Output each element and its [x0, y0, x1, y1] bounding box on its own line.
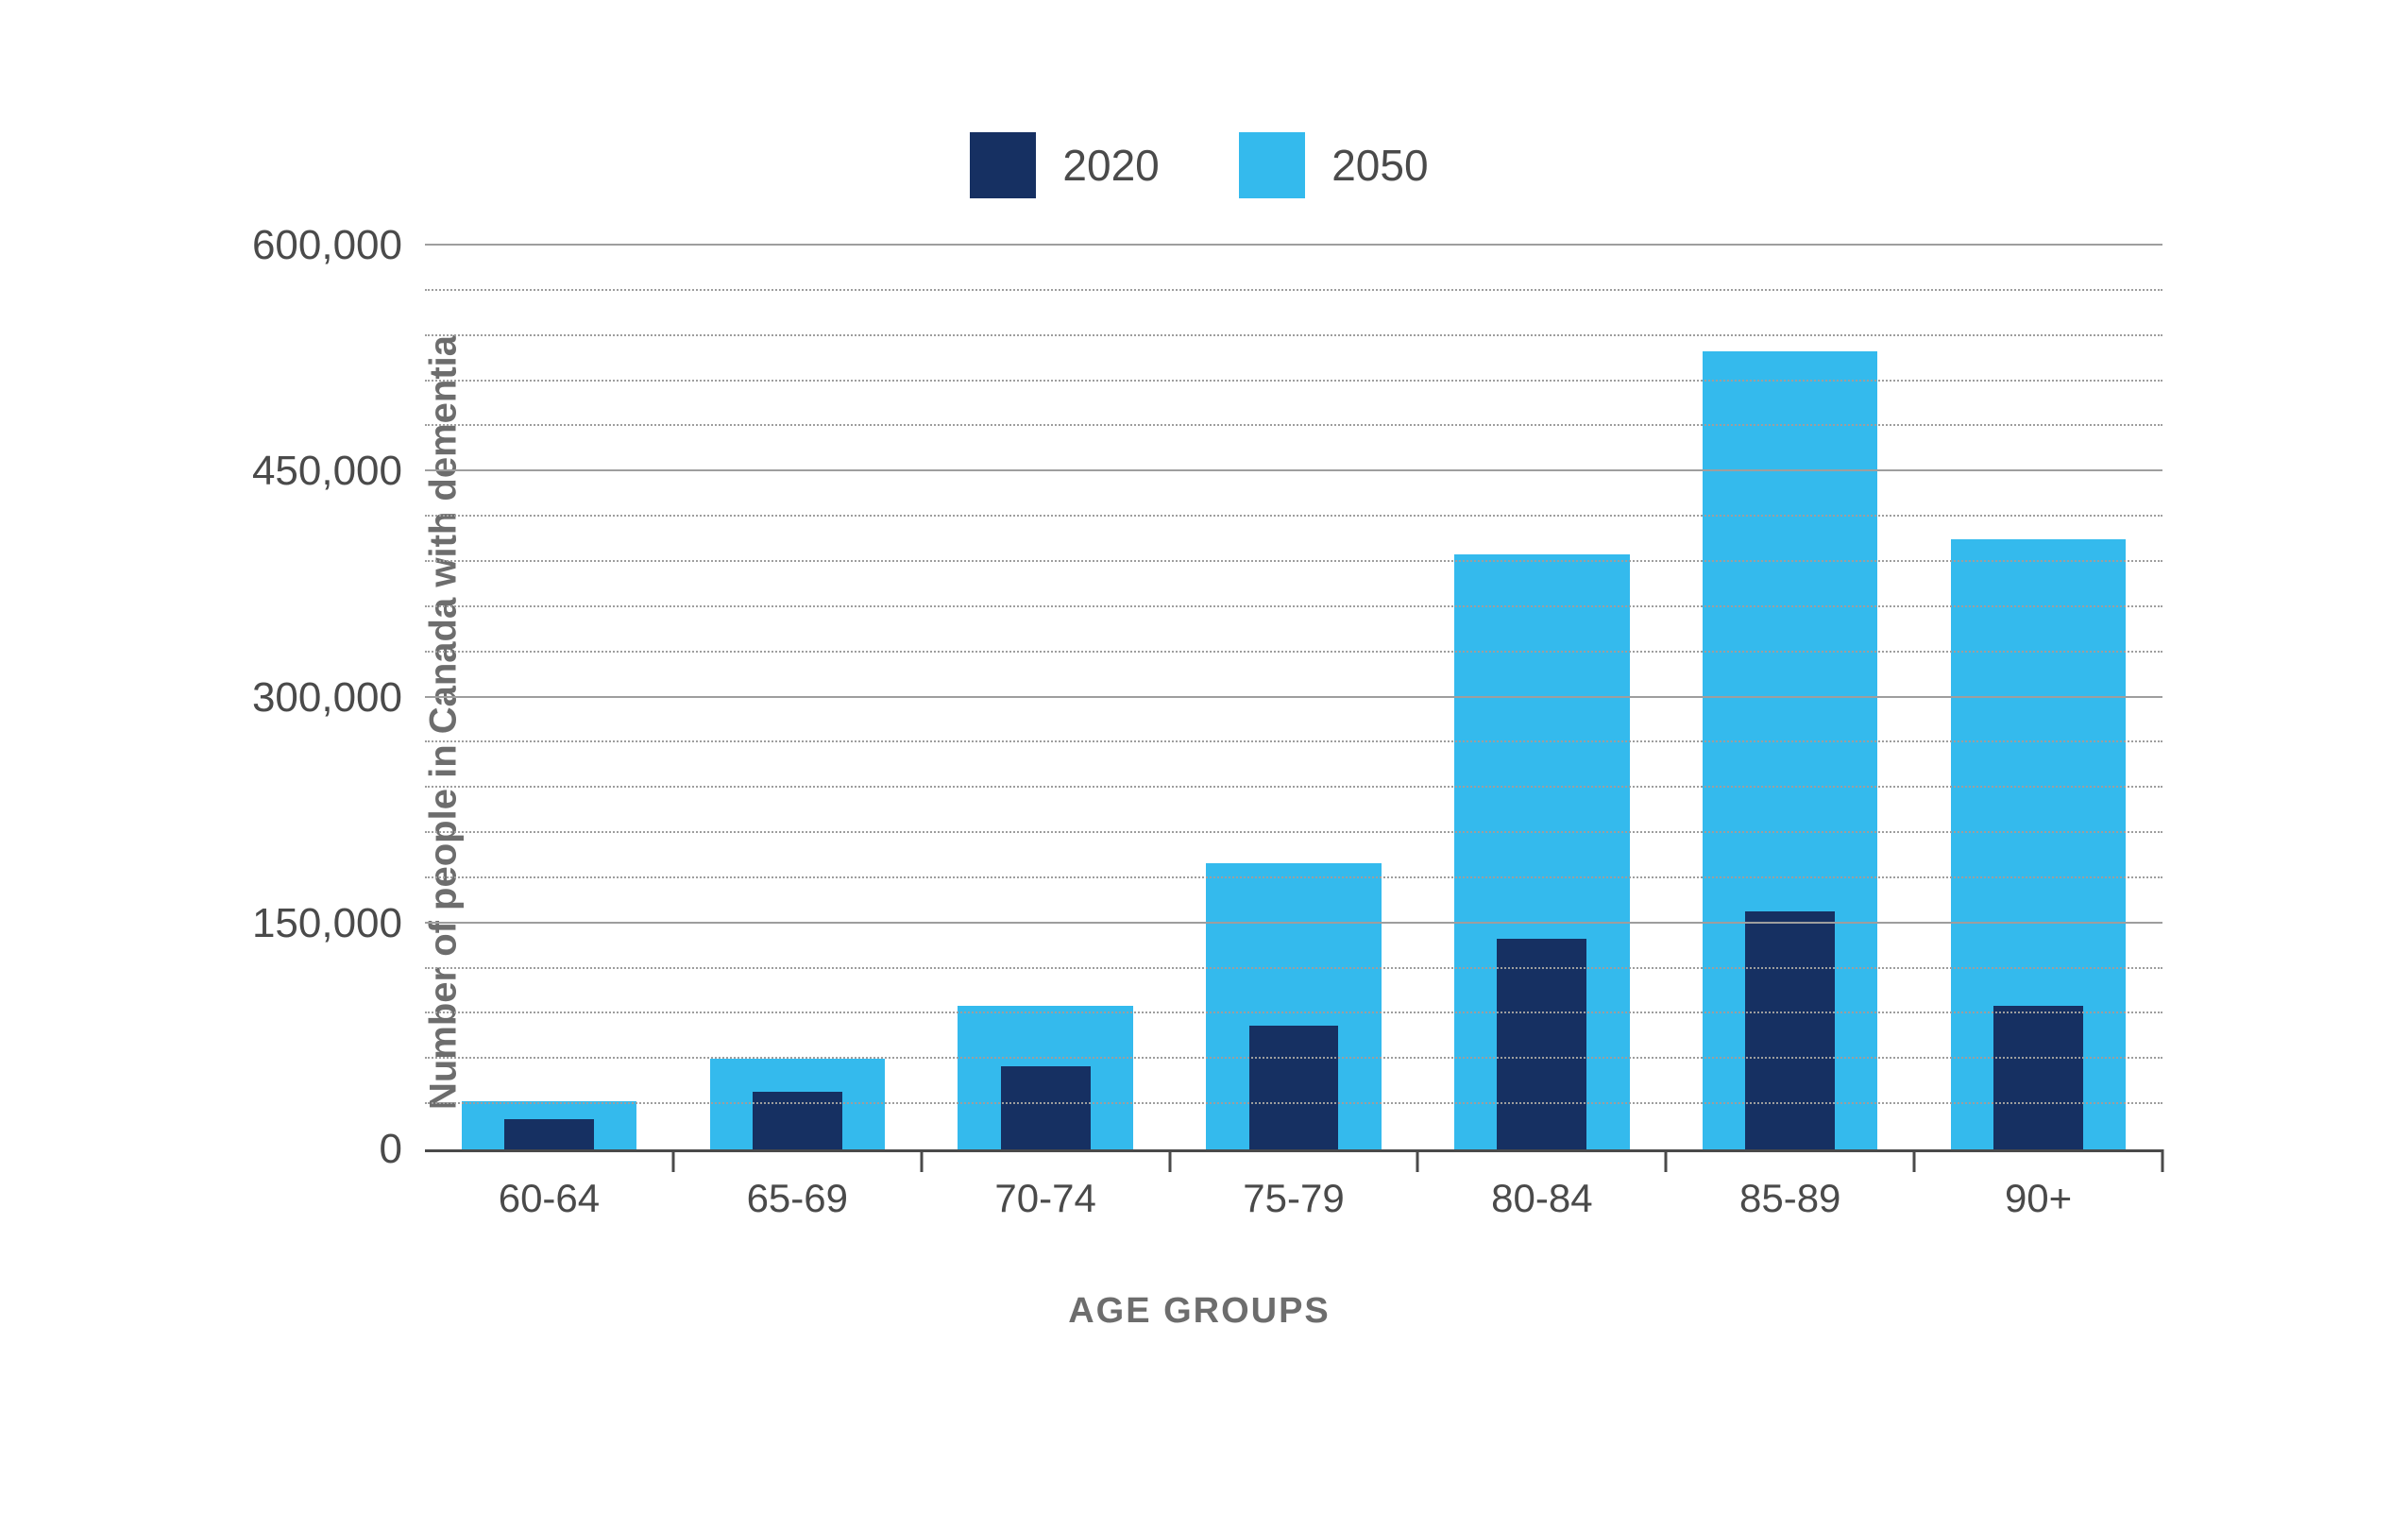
gridline-minor	[425, 1057, 2162, 1059]
x-axis-title: AGE GROUPS	[208, 1291, 2191, 1332]
gridline-minor	[425, 651, 2162, 653]
ytick-label: 300,000	[252, 674, 402, 722]
gridline-minor	[425, 1102, 2162, 1104]
gridline-minor	[425, 380, 2162, 382]
bar-2020	[504, 1119, 594, 1149]
legend-item-2020: 2020	[970, 132, 1159, 198]
xtick-label: 80-84	[1491, 1176, 1592, 1221]
xtick-label: 70-74	[994, 1176, 1095, 1221]
legend-label-2050: 2050	[1331, 140, 1428, 191]
gridline-minor	[425, 334, 2162, 336]
plot-area: 0150,000300,000450,000600,00060-6465-697…	[425, 246, 2162, 1152]
bar-2020	[1745, 911, 1835, 1149]
ytick-label: 600,000	[252, 222, 402, 269]
chart-container: 2020 2050 Number of people in Canada wit…	[208, 132, 2191, 1313]
legend-label-2020: 2020	[1062, 140, 1159, 191]
xtick-label: 75-79	[1243, 1176, 1344, 1221]
legend: 2020 2050	[208, 132, 2191, 217]
gridline-minor	[425, 740, 2162, 742]
gridline-minor	[425, 967, 2162, 969]
gridline-major	[425, 696, 2162, 698]
ytick-label: 150,000	[252, 900, 402, 947]
xtick	[1168, 1149, 1171, 1172]
gridline-minor	[425, 515, 2162, 517]
xtick	[2162, 1149, 2164, 1172]
gridline-major	[425, 469, 2162, 471]
xtick-label: 60-64	[499, 1176, 600, 1221]
gridline-minor	[425, 289, 2162, 291]
gridline-minor	[425, 831, 2162, 833]
gridline-major	[425, 922, 2162, 924]
gridline-minor	[425, 786, 2162, 788]
bar-2020	[1497, 939, 1586, 1149]
bar-2020	[1993, 1006, 2083, 1149]
ytick-label: 0	[380, 1126, 402, 1173]
legend-swatch-2020	[970, 132, 1036, 198]
gridline-major	[425, 244, 2162, 246]
xtick-label: 90+	[2005, 1176, 2072, 1221]
gridline-minor	[425, 876, 2162, 878]
ytick-label: 450,000	[252, 448, 402, 495]
xtick-label: 85-89	[1739, 1176, 1840, 1221]
xtick	[920, 1149, 923, 1172]
gridline-minor	[425, 560, 2162, 562]
xtick	[1913, 1149, 1916, 1172]
xtick	[671, 1149, 674, 1172]
gridline-minor	[425, 605, 2162, 607]
bar-2020	[753, 1092, 842, 1149]
xtick	[1416, 1149, 1419, 1172]
bar-2020	[1249, 1026, 1339, 1149]
gridline-minor	[425, 1012, 2162, 1013]
xtick	[1665, 1149, 1668, 1172]
legend-item-2050: 2050	[1239, 132, 1428, 198]
gridline-minor	[425, 424, 2162, 426]
bar-2020	[1001, 1066, 1091, 1149]
legend-swatch-2050	[1239, 132, 1305, 198]
xtick-label: 65-69	[747, 1176, 848, 1221]
